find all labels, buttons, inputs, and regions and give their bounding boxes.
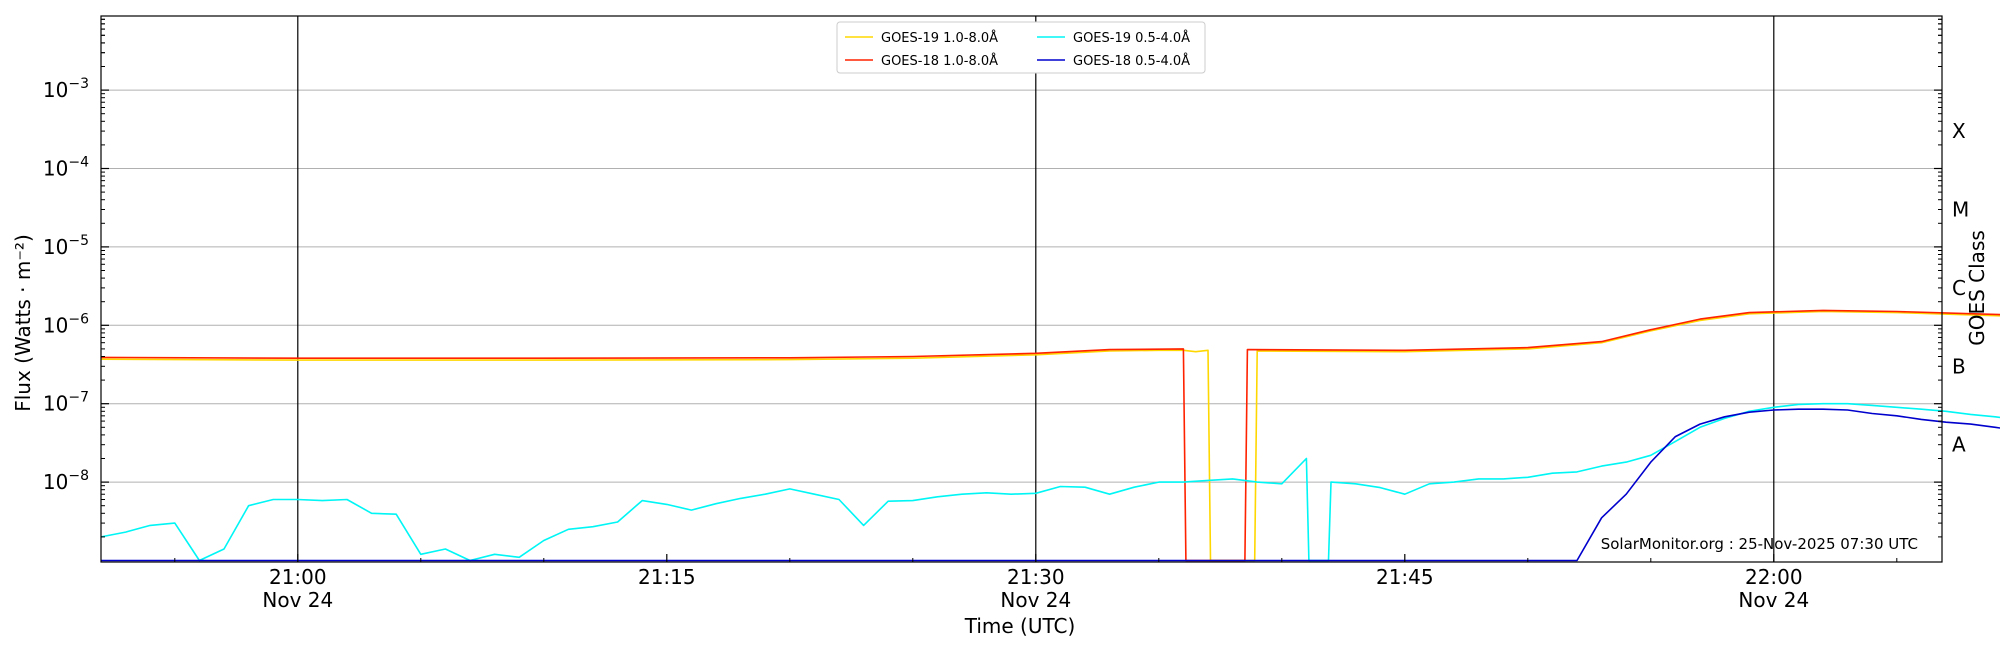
credit-text: SolarMonitor.org : 25-Nov-2025 07:30 UTC	[1601, 535, 1918, 553]
series-line-4	[101, 408, 2000, 562]
goes-class-label: B	[1952, 354, 1966, 378]
x-tick-label: 21:00	[269, 565, 327, 589]
y-axis-right-label: GOES Class	[1965, 230, 1989, 346]
goes-class-label: M	[1952, 197, 1969, 221]
x-axis-label: Time (UTC)	[964, 614, 1076, 638]
x-tick-label: 21:45	[1376, 565, 1434, 589]
legend-label-2: GOES-18 1.0-8.0Å	[881, 53, 998, 69]
goes-class-label: X	[1952, 119, 1966, 143]
y-tick-label: 10−3	[43, 76, 89, 102]
grid-layer	[101, 16, 1942, 562]
x-tick-label: 21:15	[638, 565, 696, 589]
goes-class-label: A	[1952, 433, 1966, 457]
x-tick-date-label: Nov 24	[1738, 588, 1809, 612]
series-line-1	[100, 310, 2000, 562]
x-tick-date-label: Nov 24	[262, 588, 333, 612]
legend-label-1: GOES-19 1.0-8.0Å	[881, 30, 998, 46]
legend-label-3: GOES-19 0.5-4.0Å	[1073, 30, 1190, 46]
x-tick-label: 21:30	[1007, 565, 1065, 589]
goes-class-label: C	[1952, 276, 1966, 300]
series-layer	[100, 309, 2000, 562]
y-tick-label: 10−8	[43, 468, 89, 494]
y-tick-label: 10−6	[43, 311, 89, 337]
x-tick-date-label: Nov 24	[1000, 588, 1071, 612]
legend-box	[836, 21, 1206, 74]
legend: GOES-19 1.0-8.0Å GOES-18 1.0-8.0Å GOES-19 …	[836, 21, 1206, 74]
y-axis-label: Flux (Watts · m⁻²)	[11, 234, 35, 412]
series-line-2	[100, 309, 2000, 562]
y-tick-label: 10−5	[43, 233, 89, 259]
plot-frame	[100, 15, 1943, 563]
y-tick-label: 10−7	[43, 390, 89, 416]
legend-label-4: GOES-18 0.5-4.0Å	[1073, 53, 1190, 69]
series-line-3	[100, 402, 2000, 562]
y-tick-label: 10−4	[43, 155, 89, 181]
x-tick-label: 22:00	[1745, 565, 1803, 589]
